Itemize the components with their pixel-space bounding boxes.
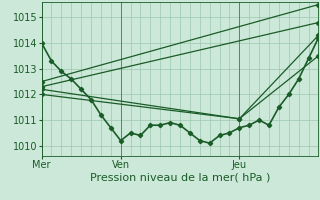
X-axis label: Pression niveau de la mer( hPa ): Pression niveau de la mer( hPa ) xyxy=(90,173,270,183)
